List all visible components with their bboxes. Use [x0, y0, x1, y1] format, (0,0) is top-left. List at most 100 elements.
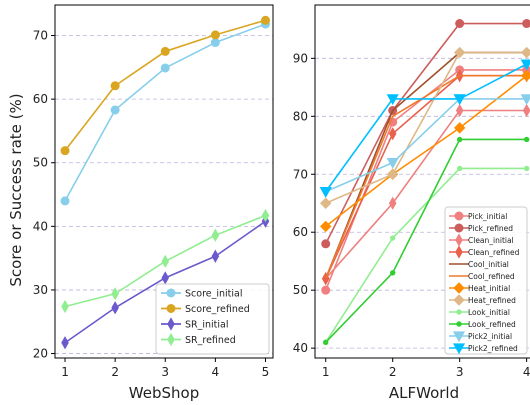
data-point [111, 287, 119, 301]
y-tick-label: 40 [293, 341, 308, 355]
data-point [61, 336, 69, 350]
series-line [325, 167, 527, 343]
y-tick-label: 90 [293, 51, 308, 65]
data-point [160, 63, 170, 73]
legend-swatch-marker [452, 331, 466, 343]
data-point [522, 103, 530, 118]
series-Cool_refined [324, 74, 527, 279]
legend-label: SR_initial [185, 319, 229, 330]
legend-label: Clean_refined [468, 248, 520, 257]
legend-swatch-marker [166, 288, 176, 298]
data-point [161, 271, 170, 285]
data-point [210, 30, 220, 40]
legend-label: SR_refined [185, 335, 236, 346]
data-point [389, 270, 396, 276]
legend-swatch-marker [453, 294, 465, 306]
legend-label: Look_refined [468, 320, 516, 329]
x-tick-label: 2 [111, 365, 119, 379]
legend: Score_initial Score_refined SR_initial SR_r… [155, 283, 270, 355]
legend-swatch-marker [454, 223, 464, 233]
series-line [325, 138, 527, 343]
data-point [386, 168, 399, 180]
legend-label: Pick2_refined [468, 344, 518, 353]
data-point [110, 105, 120, 115]
y-tick-label: 70 [293, 167, 308, 181]
data-point [453, 46, 466, 59]
legend-label: Clean_initial [468, 236, 514, 245]
data-point [320, 197, 332, 209]
data-point [386, 94, 399, 106]
x-tick-label: 5 [262, 365, 270, 379]
y-tick-label: 20 [33, 347, 48, 361]
plot-frame [314, 4, 530, 359]
data-point [522, 19, 530, 29]
y-tick-label: 30 [33, 283, 48, 297]
data-point [520, 59, 530, 71]
series-line [325, 109, 527, 280]
series-SR_initial [61, 214, 270, 350]
y-tick-label: 60 [293, 225, 308, 239]
x-axis-label-right: ALFWorld [389, 384, 459, 402]
data-point [261, 208, 270, 223]
legend-box [444, 206, 528, 355]
legend-label: Pick2_initial [468, 332, 512, 341]
x-tick-label: 4 [212, 365, 220, 379]
series-Heat_refined [320, 46, 530, 209]
data-point [388, 196, 397, 210]
legend-swatch-marker [167, 317, 175, 331]
legend-swatch-marker [166, 304, 176, 313]
legend-label: Cool_initial [468, 260, 509, 269]
y-tick-label: 50 [293, 283, 308, 297]
series-line [324, 74, 527, 279]
y-tick-label: 40 [33, 219, 48, 233]
series-line [325, 75, 528, 228]
data-point [455, 19, 465, 29]
data-point [323, 339, 329, 346]
chart-webshop: 1 2 3 4 5 20 30 40 50 60 70 Score_initial Score_refi… [33, 4, 274, 379]
x-tick-label: 3 [161, 365, 169, 379]
series-line [325, 51, 527, 204]
series-Score_refined [60, 15, 270, 156]
legend-label: Cool_refined [468, 272, 515, 281]
data-point [321, 285, 331, 295]
legend-swatch-marker [456, 309, 462, 315]
legend-swatch-marker [452, 343, 466, 355]
data-point [386, 158, 399, 169]
series-Pick2_refined [319, 59, 530, 198]
legend-swatch-marker [456, 321, 462, 327]
x-tick-label: 1 [322, 365, 330, 379]
legend-label: Score_initial [185, 288, 242, 299]
data-point [455, 103, 464, 118]
plot-frame [54, 4, 274, 359]
x-tick-label: 2 [389, 365, 397, 379]
x-axis-label-left: WebShop [129, 384, 199, 402]
data-point [210, 38, 220, 48]
data-point [61, 299, 69, 314]
legend-swatch-marker [455, 245, 463, 259]
legend-label: Look_initial [468, 308, 510, 317]
data-point [321, 239, 331, 249]
legend-label: Pick_initial [468, 212, 507, 221]
data-point [523, 136, 530, 143]
data-point [211, 228, 220, 242]
legend-label: Heat_refined [468, 296, 516, 305]
series-Look_refined [323, 136, 530, 346]
data-point [453, 122, 466, 134]
data-point [161, 254, 170, 268]
legend-swatch-marker [167, 332, 175, 347]
legend-label: Score_refined [185, 304, 250, 315]
x-tick-label: 3 [456, 365, 464, 379]
series-SR_refined [61, 208, 270, 314]
x-tick-label: 1 [61, 365, 69, 379]
data-point [60, 196, 70, 206]
y-tick-label: 70 [33, 29, 48, 43]
y-axis-label-left: Score or Success rate (%) [7, 93, 25, 286]
data-point [60, 146, 70, 156]
y-tick-label: 50 [33, 156, 48, 170]
legend-label: Pick_refined [468, 224, 513, 233]
legend-swatch-marker [453, 282, 465, 294]
data-point [110, 81, 120, 91]
data-point [160, 46, 170, 56]
data-point [520, 46, 530, 59]
